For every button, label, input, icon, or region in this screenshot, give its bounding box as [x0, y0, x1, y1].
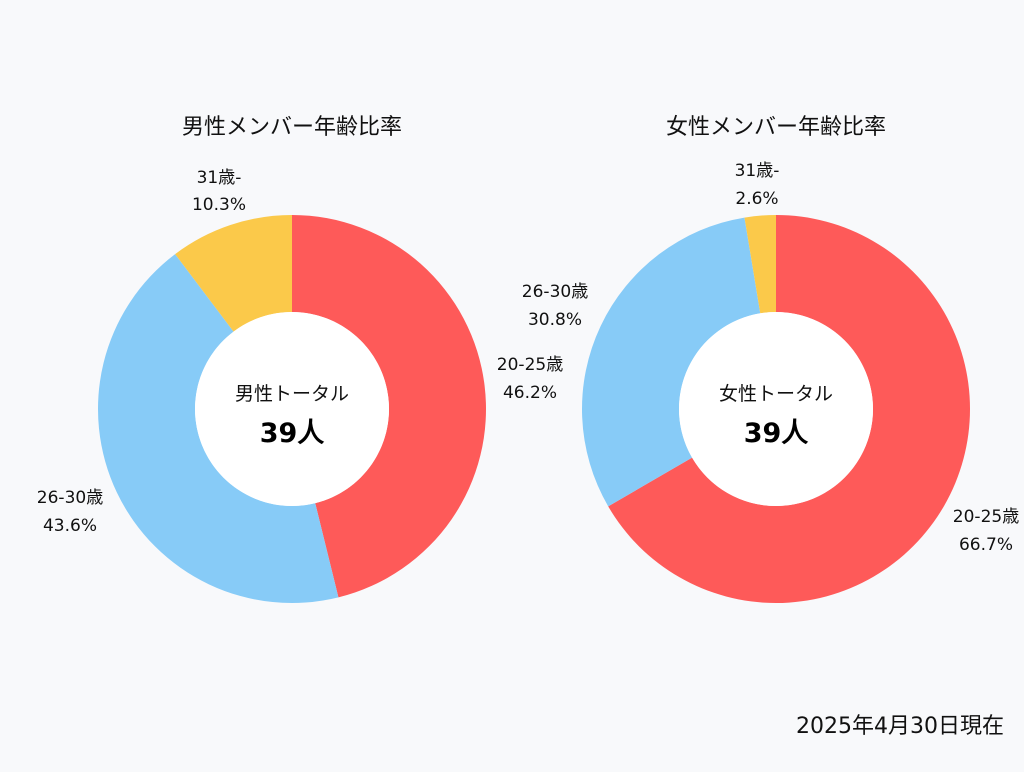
donut-hole	[679, 312, 873, 506]
center-total-value: 39人	[260, 418, 325, 449]
chart-title: 男性メンバー年齢比率	[182, 115, 402, 140]
donut-hole	[195, 312, 389, 506]
slice-percent-label: 46.2%	[503, 383, 557, 403]
slice-percent-label: 10.3%	[192, 195, 246, 215]
slice-category-label: 31歳-	[197, 168, 242, 188]
donut-slice	[292, 215, 487, 598]
slice-percent-label: 66.7%	[959, 535, 1013, 555]
slice-category-label: 20-25歳	[953, 507, 1019, 527]
slice-category-label: 26-30歳	[37, 488, 103, 508]
center-total-label: 男性トータル	[235, 383, 349, 405]
donut-slice	[744, 215, 776, 314]
donut-chart-1: 男性メンバー年齢比率 20-25歳 46.2% 26-30歳 43.6% 31歳- 10.3…	[37, 115, 563, 604]
slice-category-label: 26-30歳	[522, 282, 588, 302]
center-total-label: 女性トータル	[719, 383, 833, 405]
slice-category-label: 31歳-	[735, 161, 780, 181]
center-total-value: 39人	[744, 418, 809, 449]
slice-percent-label: 43.6%	[43, 516, 97, 536]
slice-percent-label: 30.8%	[528, 310, 582, 330]
donut-slice	[97, 254, 339, 604]
donut-slice	[582, 217, 761, 507]
chart-title: 女性メンバー年齢比率	[666, 115, 886, 140]
donut-slice	[175, 215, 292, 332]
slice-percent-label: 2.6%	[735, 189, 778, 209]
donut-chart-2: 女性メンバー年齢比率 20-25歳 66.7% 26-30歳 30.8% 31歳- 2.6%…	[522, 115, 1019, 603]
slice-category-label: 20-25歳	[497, 355, 563, 375]
donut-slice	[608, 215, 971, 603]
as-of-date: 2025年4月30日現在	[796, 714, 1004, 739]
